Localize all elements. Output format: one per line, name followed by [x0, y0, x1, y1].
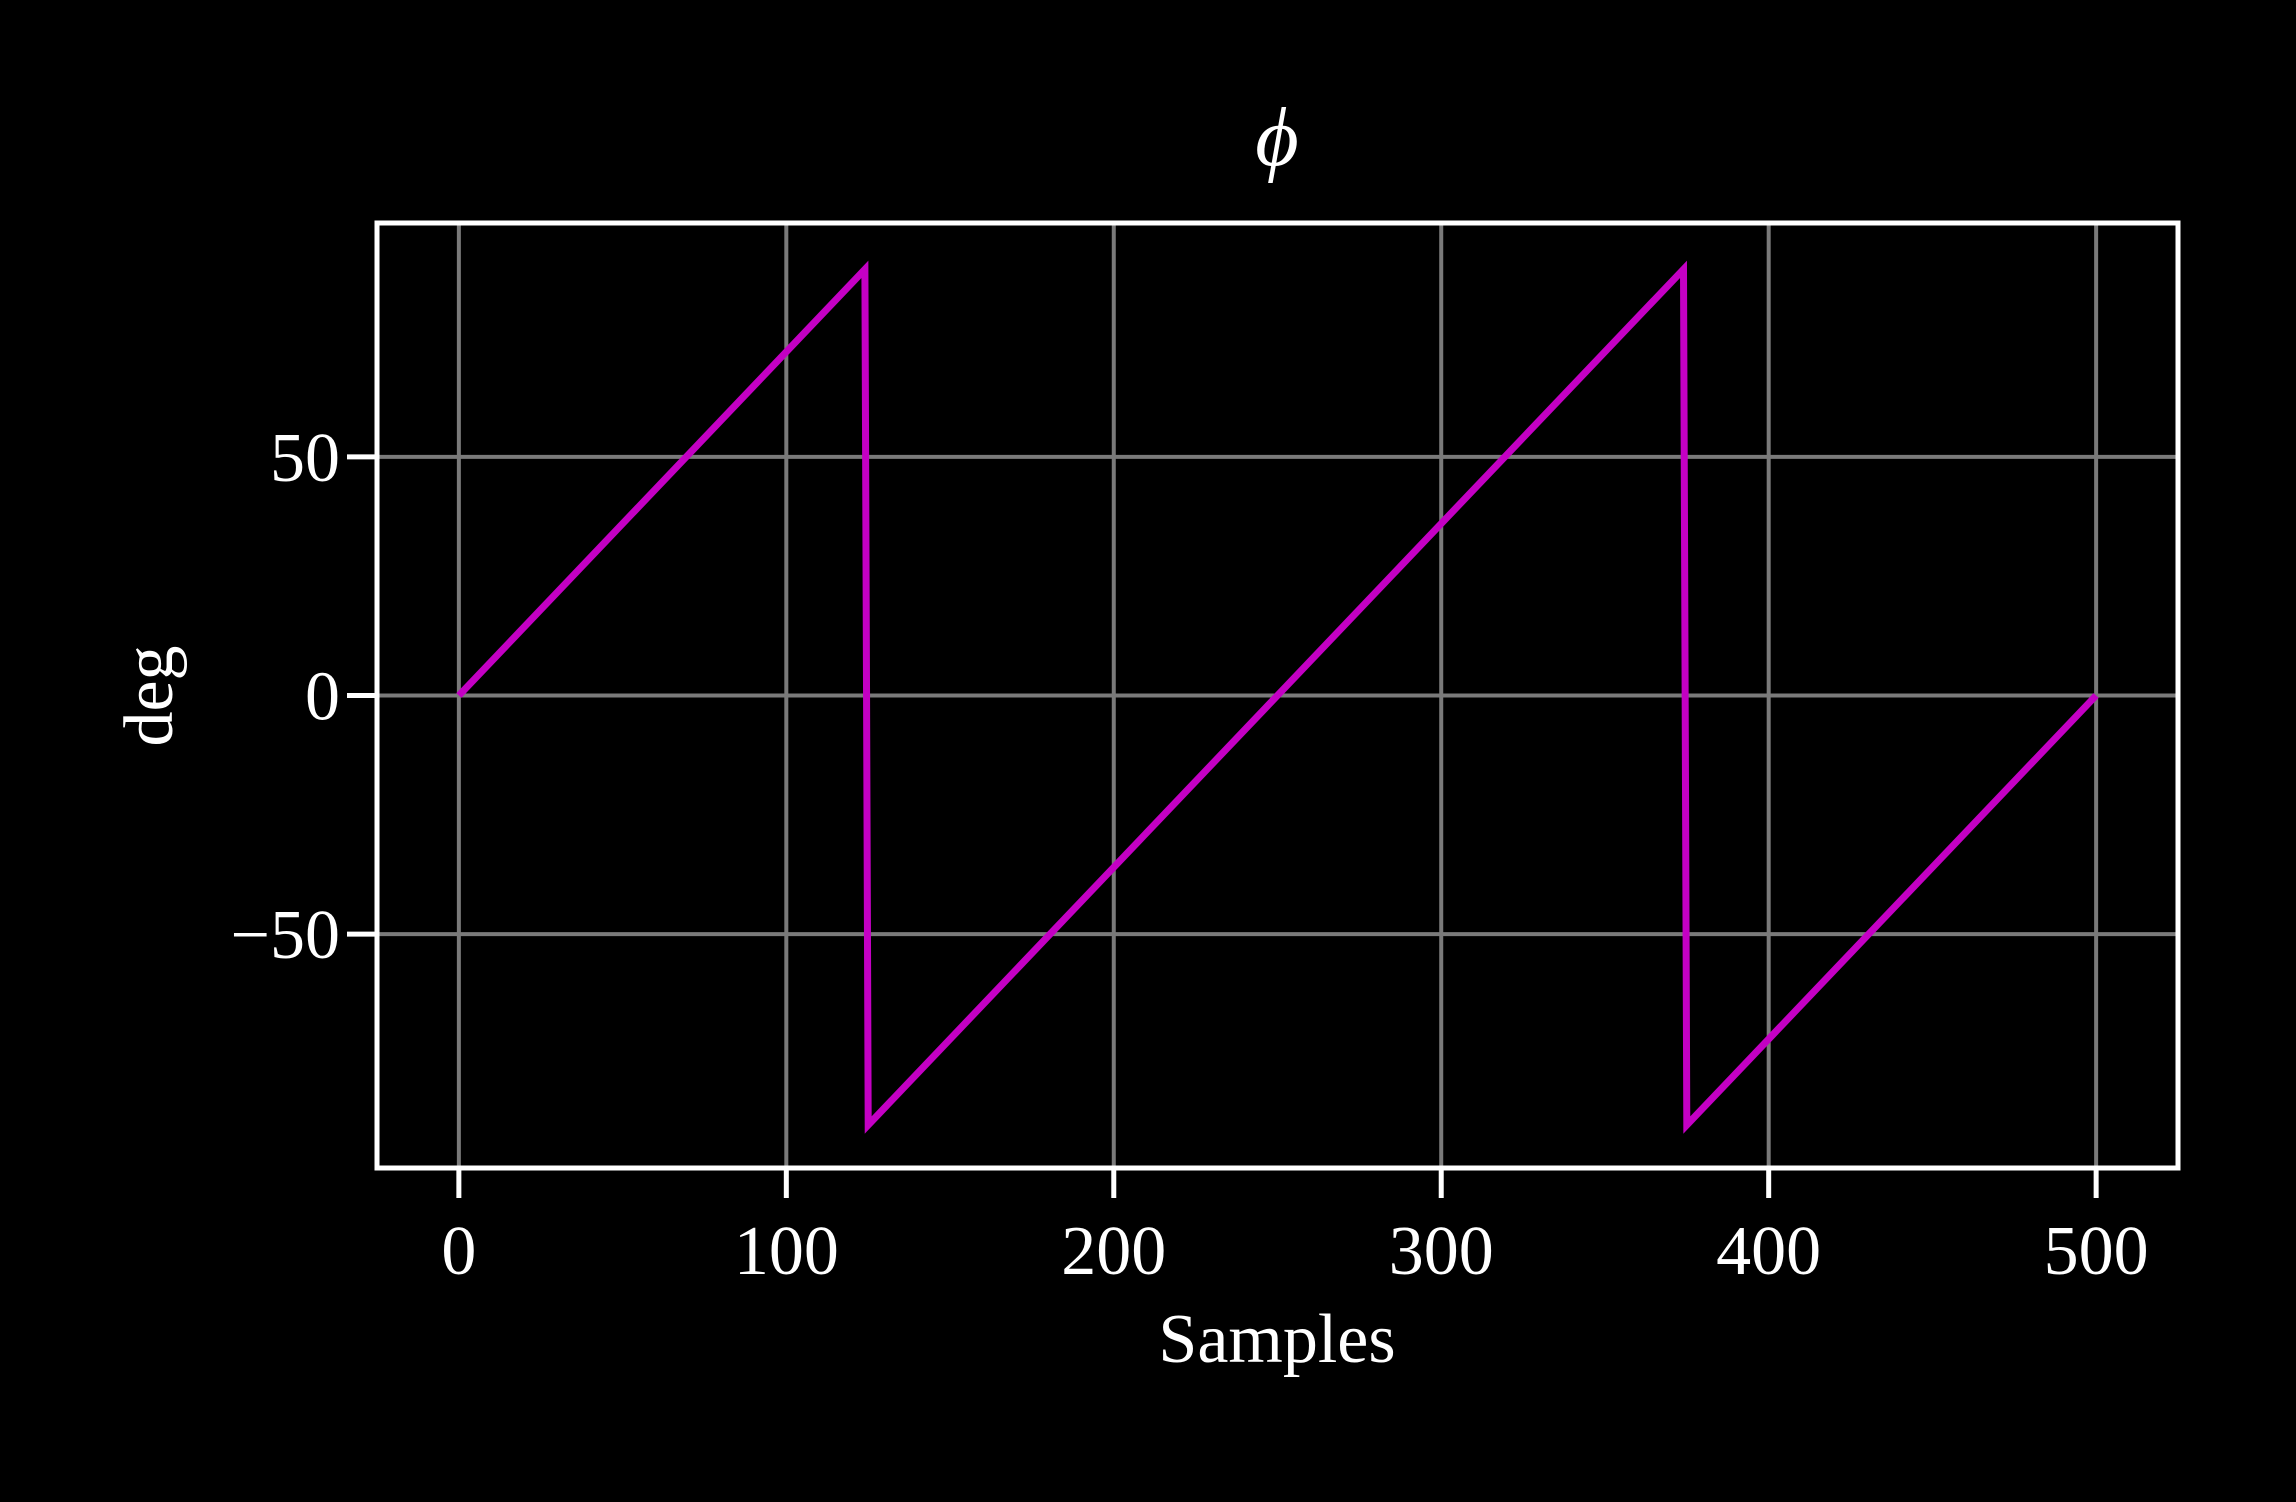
x-tick-label: 200	[1061, 1213, 1166, 1290]
y-tick-label: −50	[231, 897, 340, 974]
x-tick-label: 100	[734, 1213, 839, 1290]
chart-title: ϕ	[1255, 91, 1299, 184]
x-axis-label: Samples	[1158, 1301, 1396, 1378]
series-line-phase-wrapped	[456, 260, 2099, 1134]
y-tick-label: 0	[305, 659, 340, 736]
x-tick-label: 500	[2044, 1213, 2149, 1290]
y-tick-label: 50	[270, 420, 340, 497]
x-tick-label: 400	[1716, 1213, 1821, 1290]
x-tick-label: 0	[441, 1213, 476, 1290]
x-tick-label: 300	[1389, 1213, 1494, 1290]
